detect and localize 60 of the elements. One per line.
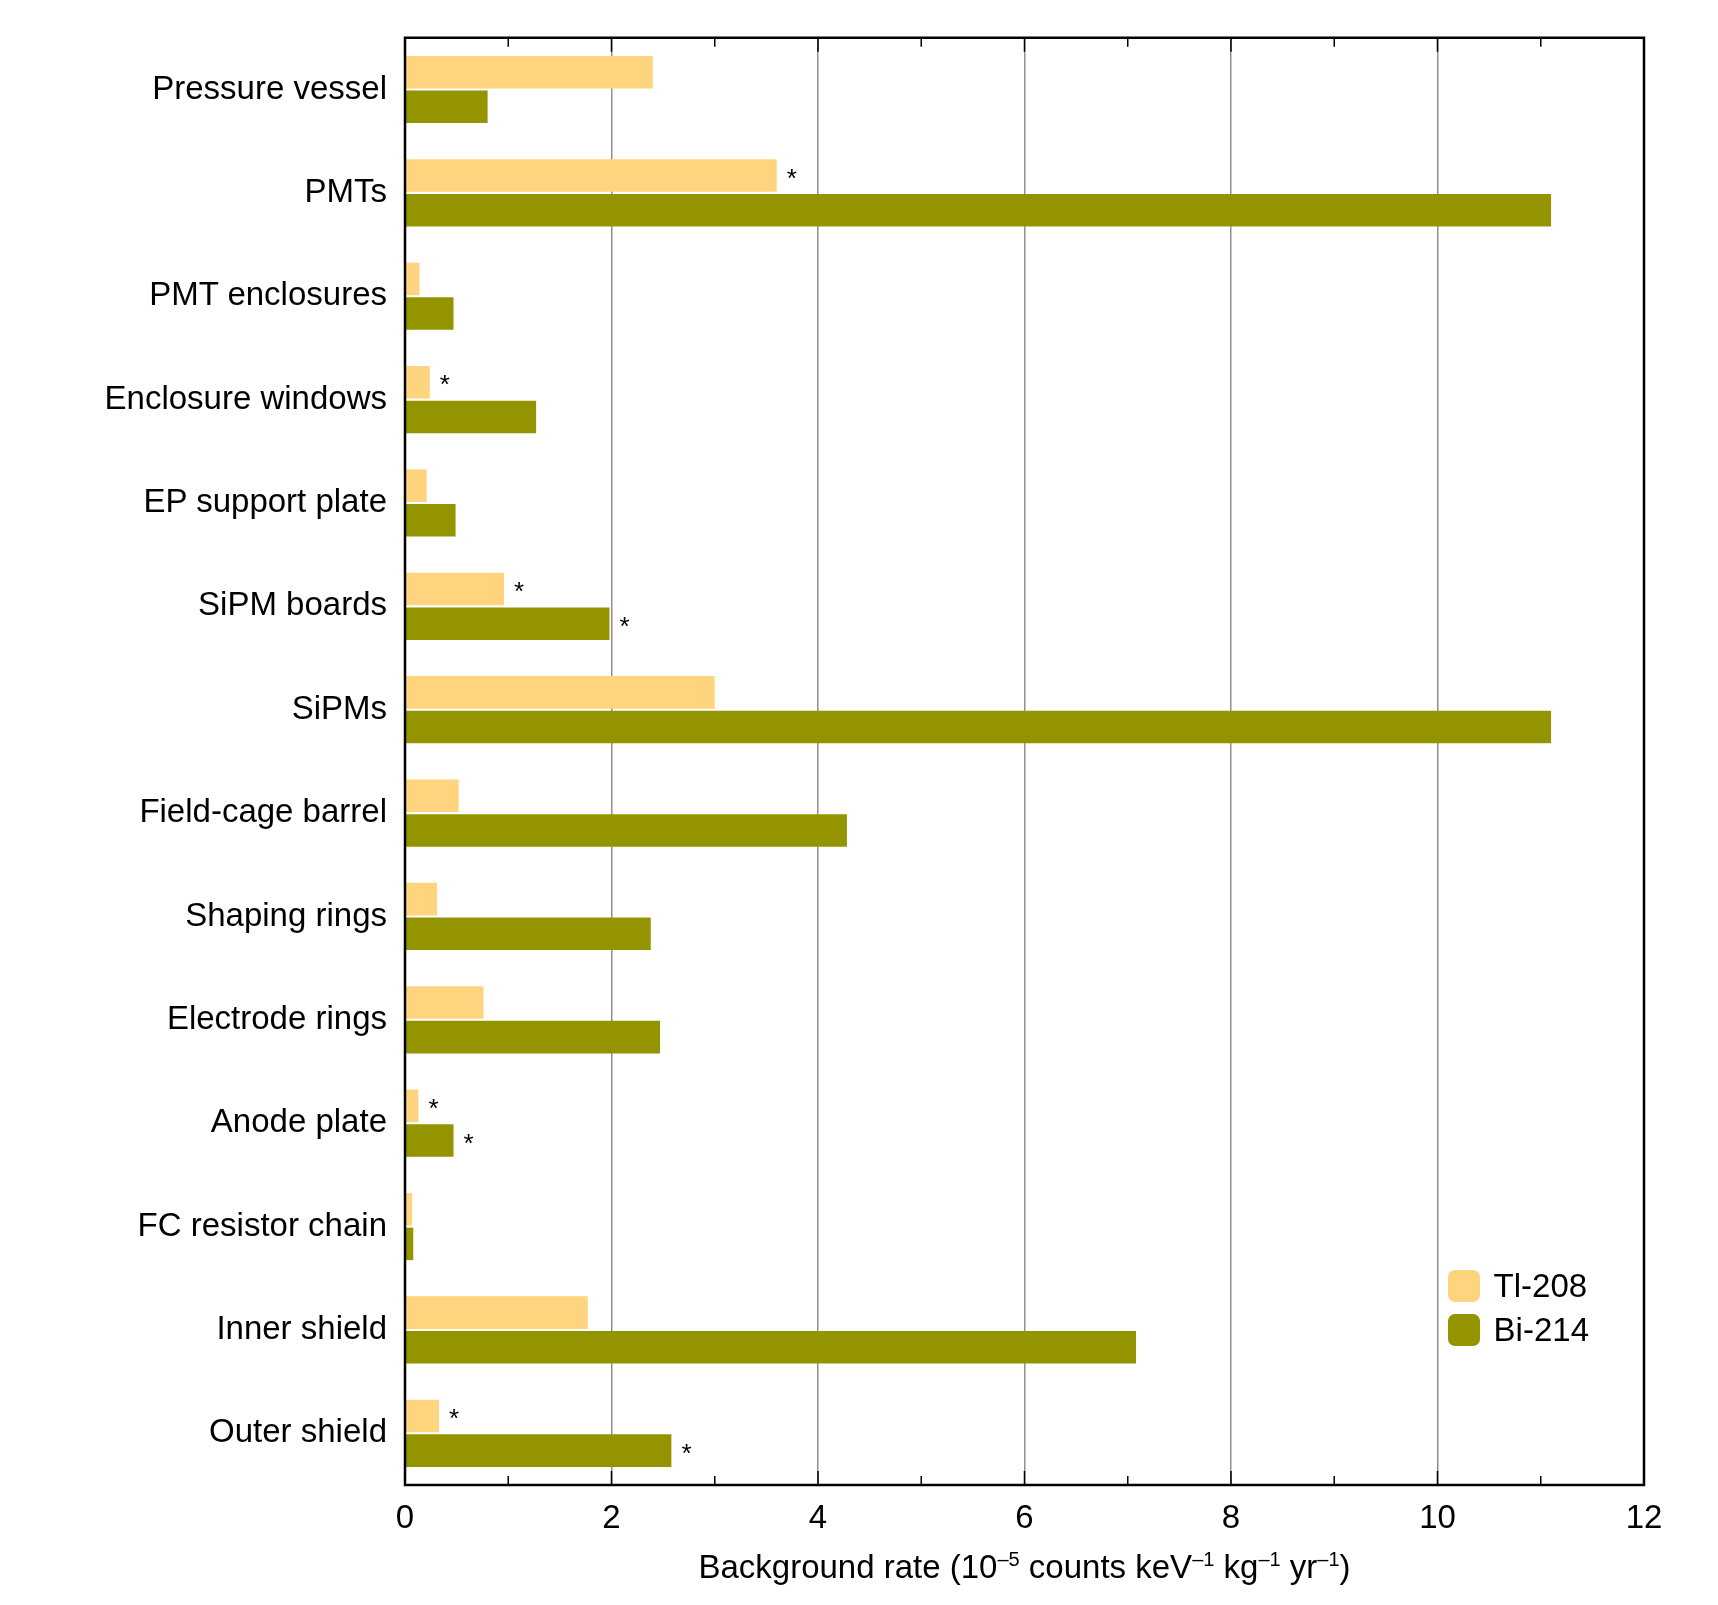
data-label: *	[619, 610, 630, 641]
bar	[405, 469, 427, 502]
bar	[405, 607, 610, 640]
data-label: *	[463, 1127, 474, 1158]
bar	[405, 814, 847, 847]
text: Background rate (10$^{–5}$ counts keV$^{–1}$ kg$^{–1}$ yr$^{–1}$)	[698, 1548, 1351, 1585]
bar	[405, 193, 1552, 227]
bar	[405, 400, 537, 434]
x-tick-label: 4	[808, 1497, 828, 1535]
bar	[405, 676, 715, 709]
y-tick-label: PMTs	[304, 171, 387, 209]
legend-label: Bi-214	[1493, 1311, 1589, 1349]
y-tick-label: PMT enclosures	[149, 275, 387, 313]
bar	[405, 1296, 588, 1329]
bar	[405, 1227, 414, 1261]
bar	[405, 572, 505, 606]
x-tick-label: 0	[395, 1497, 415, 1535]
bar	[405, 90, 488, 124]
bar	[405, 986, 484, 1019]
bar	[405, 1399, 440, 1433]
y-tick-label: Inner shield	[216, 1309, 387, 1347]
y-tick-label: SiPM boards	[198, 585, 387, 623]
bar	[405, 262, 420, 296]
bar	[405, 1020, 661, 1054]
y-tick-label: FC resistor chain	[137, 1205, 387, 1243]
x-tick-label: 12	[1625, 1497, 1663, 1535]
bar	[405, 779, 459, 813]
bar	[405, 1192, 413, 1226]
bar	[405, 1089, 419, 1123]
y-tick-label: Enclosure windows	[104, 378, 387, 416]
data-label: *	[439, 369, 450, 400]
y-tick-label: Field-cage barrel	[139, 792, 387, 830]
data-label: *	[449, 1403, 460, 1434]
x-tick-label: 6	[1015, 1497, 1034, 1535]
x-tick-label: 2	[602, 1497, 621, 1535]
y-tick-label: Pressure vessel	[152, 68, 387, 106]
data-label: *	[786, 162, 797, 193]
y-tick-label: Anode plate	[210, 1102, 387, 1140]
y-tick-label: SiPMs	[291, 688, 387, 726]
bar	[405, 1434, 672, 1467]
y-tick-label: EP support plate	[143, 482, 387, 520]
bar	[405, 504, 456, 537]
bar	[405, 917, 651, 951]
bar	[405, 882, 438, 916]
x-tick-label: 10	[1419, 1497, 1456, 1535]
data-label: *	[681, 1437, 692, 1468]
bar	[405, 1330, 1137, 1364]
y-tick-label: Outer shield	[209, 1412, 387, 1450]
data-label: *	[428, 1093, 439, 1124]
bar	[405, 710, 1552, 744]
legend-label: Tl-208	[1493, 1267, 1588, 1305]
bar	[405, 366, 430, 399]
x-tick-label: 8	[1221, 1497, 1241, 1535]
y-tick-label: Shaping rings	[185, 895, 387, 933]
bar	[405, 159, 777, 192]
bar	[405, 55, 653, 89]
y-tick-label: Electrode rings	[166, 998, 387, 1036]
bar	[405, 297, 454, 330]
bar	[405, 1124, 454, 1157]
data-label: *	[514, 576, 525, 607]
